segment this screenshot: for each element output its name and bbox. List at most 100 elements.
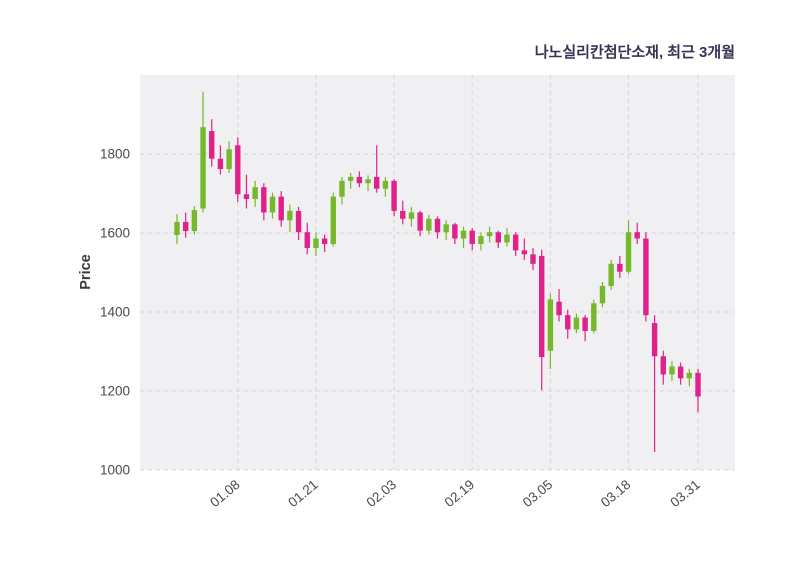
- candle-down: [651, 315, 658, 452]
- candle-body: [391, 180, 397, 211]
- candle-body: [269, 196, 276, 213]
- candle-down: [304, 222, 310, 255]
- candle-up: [347, 172, 354, 189]
- candle-body: [347, 176, 354, 181]
- candle-body: [174, 221, 180, 235]
- candle-down: [235, 137, 241, 203]
- candle-body: [486, 232, 493, 237]
- candle-body: [330, 196, 336, 245]
- candle-body: [235, 145, 241, 195]
- candle-down: [261, 183, 267, 221]
- candle-body: [426, 218, 432, 231]
- candle-up: [443, 220, 449, 241]
- candle-down: [356, 171, 363, 188]
- candle-body: [521, 250, 528, 255]
- candle-up: [252, 180, 258, 207]
- y-tick-label: 1400: [100, 305, 130, 320]
- candle-up: [591, 299, 597, 334]
- candle-body: [200, 127, 206, 209]
- y-tick-label: 1000: [100, 463, 130, 478]
- candle-body: [382, 180, 389, 189]
- candle-down: [556, 289, 562, 322]
- y-axis-label: Price: [78, 254, 94, 289]
- candle-down: [677, 362, 684, 385]
- candle-body: [356, 176, 363, 184]
- y-tick-label: 1200: [100, 384, 130, 399]
- candle-down: [243, 174, 250, 209]
- candle-body: [408, 212, 415, 219]
- candle-down: [209, 119, 215, 167]
- candle-body: [695, 372, 701, 397]
- candle-body: [512, 234, 519, 251]
- candle-down: [278, 191, 284, 227]
- candle-body: [547, 299, 554, 351]
- candle-up: [573, 313, 580, 334]
- x-tick-label: 03.18: [598, 477, 634, 510]
- candle-down: [521, 238, 528, 260]
- candle-body: [651, 323, 658, 357]
- y-tick-label: 1600: [100, 226, 130, 241]
- y-tick-label: 1800: [100, 147, 130, 162]
- candle-up: [313, 232, 319, 256]
- candle-body: [460, 230, 467, 239]
- candle-down: [434, 216, 441, 239]
- candle-down: [495, 230, 501, 249]
- candle-down: [452, 222, 458, 245]
- candle-down: [469, 228, 475, 251]
- candle-up: [200, 91, 206, 213]
- candle-body: [478, 236, 484, 245]
- candle-up: [478, 232, 484, 251]
- x-tick-label: 01.08: [207, 477, 243, 510]
- x-tick-label: 03.05: [520, 477, 556, 510]
- x-tick-label: 01.21: [285, 477, 321, 510]
- candle-up: [408, 206, 415, 227]
- candle-body: [643, 238, 649, 316]
- candle-body: [226, 149, 232, 170]
- candle-body: [339, 180, 345, 197]
- candle-up: [486, 226, 493, 243]
- candle-down: [182, 212, 189, 238]
- candle-up: [269, 192, 276, 219]
- candle-body: [686, 372, 693, 379]
- x-tick-label: 03.31: [667, 477, 703, 510]
- candle-up: [226, 141, 232, 173]
- candle-body: [209, 131, 215, 159]
- candle-down: [295, 206, 302, 241]
- candle-body: [295, 210, 302, 233]
- candle-down: [617, 255, 623, 279]
- candle-body: [400, 210, 406, 219]
- candle-down: [530, 248, 536, 271]
- candle-body: [278, 196, 284, 221]
- candle-body: [504, 234, 510, 243]
- candle-down: [321, 234, 328, 252]
- candle-body: [625, 232, 632, 272]
- candle-body: [417, 212, 423, 231]
- candle-up: [174, 214, 180, 245]
- candle-up: [191, 206, 198, 235]
- x-tick-label: 02.19: [442, 477, 478, 510]
- candle-body: [304, 232, 310, 249]
- candle-down: [695, 368, 701, 413]
- candle-body: [617, 263, 623, 272]
- candle-body: [243, 194, 250, 200]
- candle-body: [443, 224, 449, 233]
- plot-area: [140, 75, 735, 470]
- candle-up: [339, 176, 345, 205]
- candle-down: [417, 210, 423, 237]
- candle-body: [582, 317, 588, 331]
- candle-down: [539, 249, 545, 391]
- candle-up: [504, 228, 510, 247]
- candle-body: [565, 315, 571, 330]
- candle-body: [321, 238, 328, 245]
- candle-up: [669, 360, 675, 381]
- candle-body: [495, 232, 501, 243]
- candle-body: [452, 224, 458, 239]
- candle-body: [573, 317, 580, 330]
- candle-body: [677, 366, 684, 379]
- candle-down: [582, 315, 588, 342]
- candle-body: [608, 263, 614, 286]
- candle-up: [330, 192, 336, 247]
- candle-up: [686, 368, 693, 387]
- candle-body: [669, 366, 675, 375]
